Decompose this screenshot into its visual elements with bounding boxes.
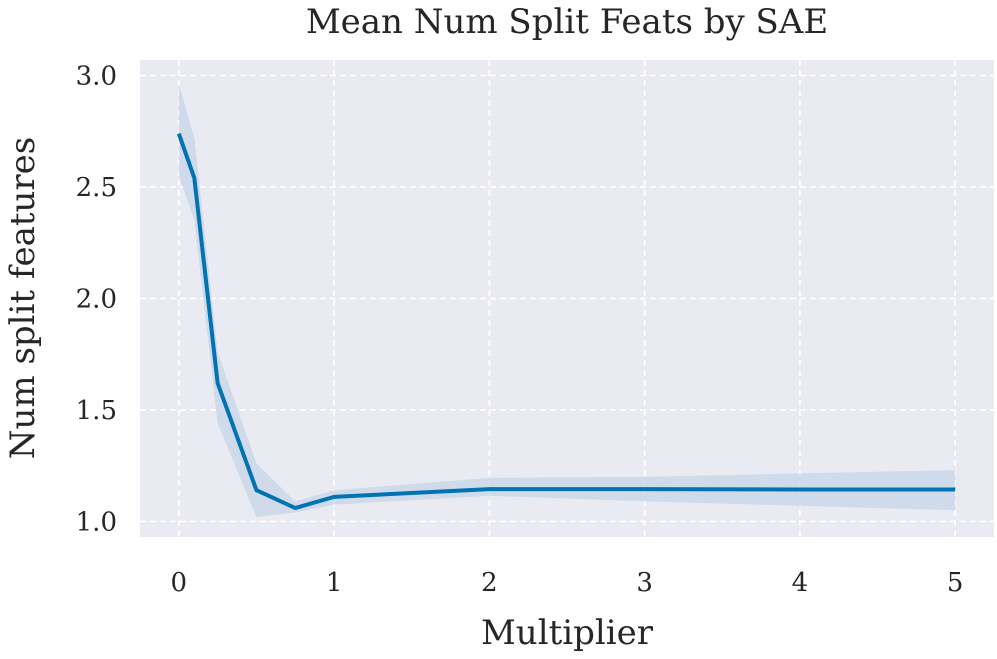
- series-0-confidence-band: [178, 84, 956, 517]
- y-tick-label: 2.0: [76, 285, 117, 315]
- grid-lines: [140, 60, 994, 537]
- x-tick-label: 0: [171, 568, 188, 598]
- series-0-line: [176, 132, 956, 511]
- series-lines: [176, 132, 956, 511]
- tick-labels: 0 1 2 3 4 5 1.0 1.5 2.0 2.5 3.0: [76, 62, 964, 598]
- x-tick-label: 5: [947, 568, 964, 598]
- x-axis-label: Multiplier: [481, 613, 654, 653]
- x-tick-label: 3: [636, 568, 653, 598]
- chart-title: Mean Num Split Feats by SAE: [306, 2, 828, 42]
- confidence-bands: [178, 84, 956, 517]
- x-tick-label: 4: [792, 568, 809, 598]
- x-tick-label: 2: [481, 568, 498, 598]
- y-tick-label: 1.0: [76, 507, 117, 537]
- y-axis-label: Num split features: [3, 137, 43, 460]
- y-tick-label: 3.0: [76, 62, 117, 92]
- x-tick-label: 1: [326, 568, 343, 598]
- y-tick-label: 2.5: [76, 173, 117, 203]
- y-tick-label: 1.5: [76, 396, 117, 426]
